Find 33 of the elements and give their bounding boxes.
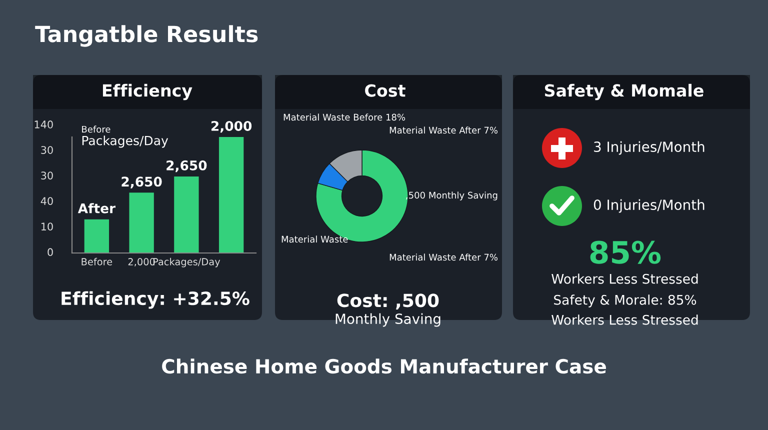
chart-title: Efficiency bbox=[102, 84, 192, 100]
text: 2,000 bbox=[211, 120, 252, 133]
text: 3 Injuries/Month bbox=[594, 141, 704, 155]
x-tick-label: 2,000 bbox=[128, 258, 155, 266]
text: Workers Less Stressed bbox=[552, 314, 698, 325]
annotation: After bbox=[78, 203, 116, 214]
text: 140 bbox=[34, 120, 53, 128]
text: Cost: ,500 bbox=[337, 294, 439, 310]
text: Safety & Morale: 85% bbox=[554, 294, 696, 308]
annotation: 2,650 bbox=[166, 160, 207, 172]
x-tick-label: Before bbox=[82, 258, 112, 266]
text: 30 bbox=[41, 172, 53, 180]
text: Material Waste After 7% bbox=[390, 254, 498, 261]
slice-label: Material Waste bbox=[282, 236, 348, 243]
text: Workers Less Stressed bbox=[552, 274, 698, 284]
text: 0 bbox=[48, 248, 53, 256]
text: Efficiency: +32.5% bbox=[62, 291, 250, 309]
annotation: 2,650 bbox=[122, 176, 162, 188]
text: Material Waste After 7% bbox=[390, 126, 498, 134]
annotation: Packages/Day bbox=[82, 136, 168, 148]
text: Chinese Home Goods Manufacturer Case bbox=[162, 358, 606, 374]
text: 10 bbox=[41, 222, 53, 230]
slice-label: Material Waste Before 18% bbox=[284, 114, 406, 121]
text: 0 Injuries/Month bbox=[594, 199, 704, 213]
text: Monthly Saving bbox=[336, 313, 440, 327]
text: Tangatble Results bbox=[35, 25, 258, 47]
text: 85% bbox=[590, 240, 661, 264]
text: Safety & Momale bbox=[544, 84, 704, 100]
chart-title: Cost bbox=[365, 84, 406, 97]
x-tick-label: Packages/Day bbox=[153, 258, 220, 268]
text: 40 bbox=[40, 197, 53, 205]
text: 30 bbox=[41, 146, 53, 154]
text: Before bbox=[82, 126, 110, 133]
